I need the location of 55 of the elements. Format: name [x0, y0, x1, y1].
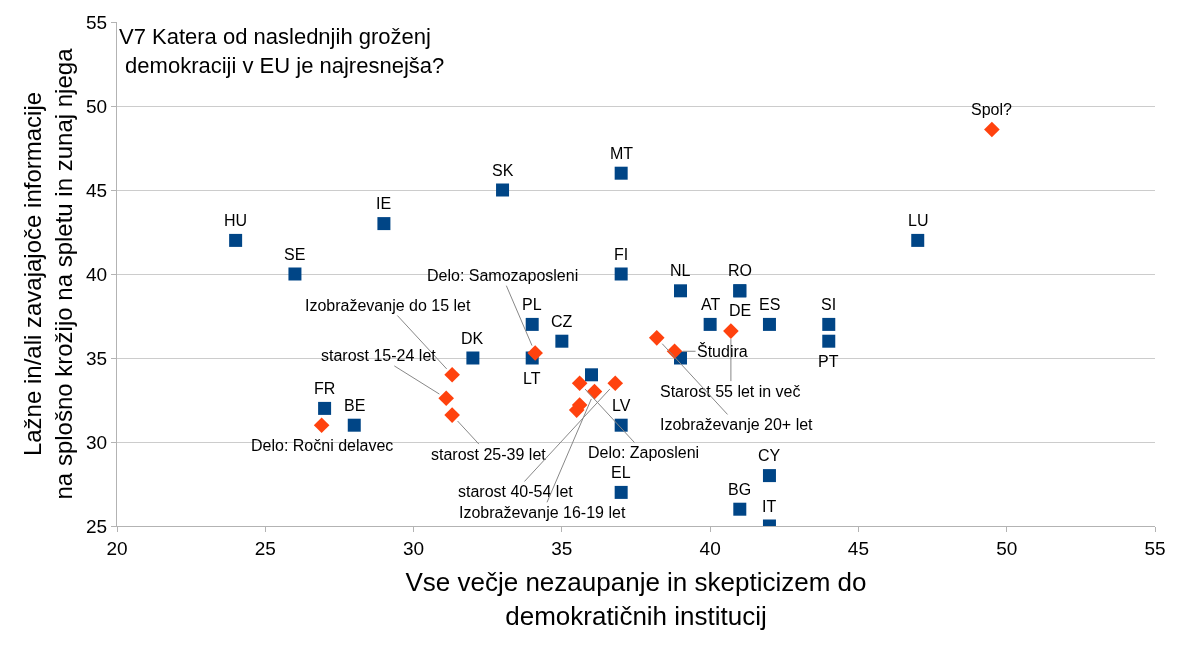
annotation: CY — [758, 447, 781, 464]
y-tick-label: 30 — [86, 431, 108, 453]
x-tick-label: 40 — [699, 537, 721, 559]
annotation: LT — [523, 370, 541, 387]
annotation: NL — [670, 262, 691, 279]
annotation: BE — [344, 397, 366, 414]
x-tick-label: 20 — [106, 537, 128, 559]
annotation: FR — [314, 380, 336, 397]
x-tick-label: 55 — [1144, 537, 1166, 559]
y-tick-label: 55 — [86, 11, 108, 33]
annotation: Delo: Zaposleni — [588, 444, 700, 461]
annotation: HU — [224, 212, 248, 229]
x-tick-label: 50 — [996, 537, 1018, 559]
annotation: Izobraževanje 20+ let — [660, 416, 814, 433]
annotation: starost 40-54 let — [458, 483, 574, 500]
annotation: starost 15-24 let — [321, 347, 437, 364]
annotation: Delo: Samozaposleni — [427, 267, 579, 284]
annotation: EL — [611, 464, 631, 481]
annotation: SI — [821, 296, 837, 313]
x-tick-label: 25 — [254, 537, 276, 559]
y-tick-label: 45 — [86, 179, 108, 201]
annotation: Izobraževanje 16-19 let — [459, 504, 626, 521]
annotation: PT — [818, 353, 839, 370]
annotation: Spol? — [971, 101, 1013, 118]
x-tick-label: 30 — [403, 537, 425, 559]
annotation: Starost 55 let in več — [660, 383, 801, 400]
annotation: MT — [610, 145, 634, 162]
annotation: Delo: Ročni delavec — [251, 437, 394, 454]
annotation: FI — [614, 246, 629, 263]
annotation: AT — [701, 296, 721, 313]
annotation: IE — [376, 195, 392, 212]
annotation: ES — [759, 296, 781, 313]
x-tick-label: 35 — [551, 537, 573, 559]
annotation: LU — [908, 212, 929, 229]
y-axis-title: Lažne in/ali zavajajoče informacije na splošno krožijo na spletu in zunaj njega — [18, 47, 78, 500]
y-tick-label: 25 — [86, 515, 108, 537]
annotation: Študira — [697, 342, 748, 360]
y-tick-label: 50 — [86, 95, 108, 117]
annotation: DK — [461, 330, 484, 347]
x-tick-label: 45 — [847, 537, 869, 559]
annotation: RO — [728, 262, 752, 279]
annotation: BG — [728, 481, 752, 498]
y-tick-label: 35 — [86, 347, 108, 369]
annotation: starost 25-39 let — [431, 446, 547, 463]
annotation: IT — [762, 498, 777, 515]
x-axis-title: Vse večje nezaupanje in skepticizem do demokratičnih institucij — [405, 567, 867, 632]
annotation: LV — [612, 397, 631, 414]
annotation: SE — [284, 246, 306, 263]
annotation: PL — [522, 296, 542, 313]
y-tick-label: 40 — [86, 263, 108, 285]
annotation: Izobraževanje do 15 let — [305, 297, 471, 314]
text: V7 Katera od naslednjih groženj demokraciji v EU je najresnejša? — [119, 24, 445, 78]
annotation: CZ — [551, 313, 573, 330]
annotation: DE — [729, 302, 752, 319]
annotation: SK — [492, 162, 514, 179]
